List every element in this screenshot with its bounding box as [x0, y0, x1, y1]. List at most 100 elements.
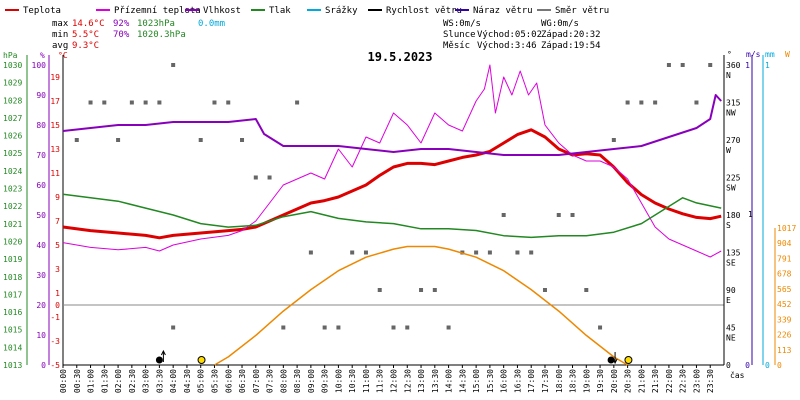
dir-tick-label: N	[726, 71, 731, 80]
time-tick-label: 10:30	[348, 369, 357, 393]
deg-tick-label: 180	[726, 211, 741, 220]
deg-tick-label: 90	[726, 286, 736, 295]
time-tick-label: 21:30	[651, 369, 660, 393]
pct-tick-label: 60	[36, 181, 46, 190]
wind-dir-point	[267, 175, 272, 180]
time-tick-label: 06:00	[224, 369, 233, 393]
time-tick-label: 05:30	[210, 369, 219, 393]
wind-dir-point	[611, 138, 616, 142]
temp-tick-label: -1	[50, 313, 60, 322]
w-tick-label: 1017	[777, 224, 796, 233]
wind-dir-point	[446, 325, 451, 330]
pct-tick-label: 30	[36, 271, 46, 280]
unit-ms: m/s	[746, 50, 761, 59]
wind-dir-point	[542, 288, 547, 292]
wind-dir-point	[350, 250, 355, 255]
dir-tick-label: S	[726, 221, 731, 230]
dir-tick-label: NE	[726, 334, 736, 343]
dir-tick-label: E	[726, 296, 731, 305]
wind-dir-point	[308, 250, 313, 255]
hpa-tick-label: 1015	[3, 326, 22, 335]
wind-dir-point	[198, 138, 203, 142]
stats-max-label: max	[52, 19, 69, 29]
wind-speed-info: WS:0m/s	[443, 19, 481, 29]
wind-dir-point	[171, 325, 176, 330]
legend-label: Srážky	[325, 6, 358, 16]
moon-set: Západ:19:54	[541, 41, 601, 51]
series-lines	[62, 63, 722, 366]
time-tick-label: 16:00	[500, 369, 509, 393]
dir-tick-label: NW	[726, 109, 736, 118]
sunrise-icon	[197, 356, 206, 364]
pct-tick-label: 0	[41, 361, 46, 370]
stats-min-press: 1020.3hPa	[137, 30, 186, 40]
unit-w: W	[785, 50, 790, 59]
wind-dir-point	[212, 100, 217, 105]
wind-dir-point	[432, 288, 437, 292]
series-line-teplota	[62, 128, 722, 240]
wind-dir-point	[639, 100, 644, 105]
w-tick-label: 565	[777, 285, 792, 294]
time-tick-label: 14:00	[445, 369, 454, 393]
wind-dir-point	[171, 63, 176, 67]
moonrise-icon	[155, 356, 163, 364]
legend-label: Náraz větru	[473, 6, 533, 16]
hpa-tick-label: 1013	[3, 361, 22, 370]
time-tick-label: 15:30	[486, 369, 495, 393]
hpa-tick-label: 1017	[3, 290, 22, 299]
time-tick-label: 20:00	[610, 369, 619, 393]
stats-min-hum: 70%	[113, 30, 130, 40]
wind-dir-point	[529, 250, 534, 255]
wind-dir-point	[405, 325, 410, 330]
wind-dir-point	[226, 100, 231, 105]
wind-gust-info: WG:0m/s	[541, 19, 579, 29]
sunset-icon	[624, 356, 633, 364]
w-tick-label: 0	[777, 361, 782, 370]
time-tick-label: 17:00	[527, 369, 536, 393]
stats-max-rain: 0.0mm	[198, 19, 225, 29]
stats-avg-temp: 9.3°C	[72, 41, 99, 51]
unit-deg: °	[727, 50, 732, 59]
pct-tick-label: 40	[36, 241, 46, 250]
dir-tick-label: SW	[726, 184, 736, 193]
temp-tick-label: -5	[50, 361, 60, 370]
hpa-tick-label: 1020	[3, 237, 22, 246]
time-tick-label: 15:00	[472, 369, 481, 393]
legend-label: Tlak	[269, 6, 291, 16]
unit-mm: mm	[765, 50, 775, 59]
wind-dir-point	[88, 100, 93, 105]
mm-mid-tick-label: 1	[748, 210, 753, 219]
time-tick-label: 22:30	[679, 369, 688, 393]
stats-min-label: min	[52, 30, 68, 40]
time-tick-label: 16:30	[513, 369, 522, 393]
hpa-tick-label: 1021	[3, 220, 22, 229]
hpa-tick-label: 1027	[3, 114, 22, 123]
time-tick-label: 02:00	[114, 369, 123, 393]
wind-dir-point	[598, 325, 603, 330]
time-tick-label: 19:00	[582, 369, 591, 393]
wind-dir-point	[377, 288, 382, 292]
astro-markers	[155, 349, 633, 365]
hpa-tick-label: 1018	[3, 273, 22, 282]
wind-dir-point	[487, 250, 492, 255]
time-tick-label: 08:30	[293, 369, 302, 393]
deg-tick-label: 45	[726, 324, 736, 333]
time-tick-label: 02:30	[128, 369, 137, 393]
wind-dir-point	[129, 100, 134, 105]
hpa-tick-label: 1026	[3, 132, 22, 141]
deg-tick-label: 360	[726, 61, 741, 70]
wind-dir-point	[102, 100, 107, 105]
moonset-icon	[607, 356, 615, 364]
series-line-solar	[214, 245, 628, 366]
temp-tick-label: 1	[55, 289, 60, 298]
wind-dir-point	[419, 288, 424, 292]
time-tick-label: 01:00	[87, 369, 96, 393]
deg-tick-label: 270	[726, 136, 741, 145]
time-tick-label: 00:00	[59, 369, 68, 393]
time-tick-label: 14:30	[458, 369, 467, 393]
time-tick-label: 04:30	[183, 369, 192, 393]
wind-dir-point	[584, 288, 589, 292]
stats-max-temp: 14.6°C	[72, 19, 105, 29]
hpa-tick-label: 1016	[3, 308, 22, 317]
time-tick-label: 01:30	[100, 369, 109, 393]
